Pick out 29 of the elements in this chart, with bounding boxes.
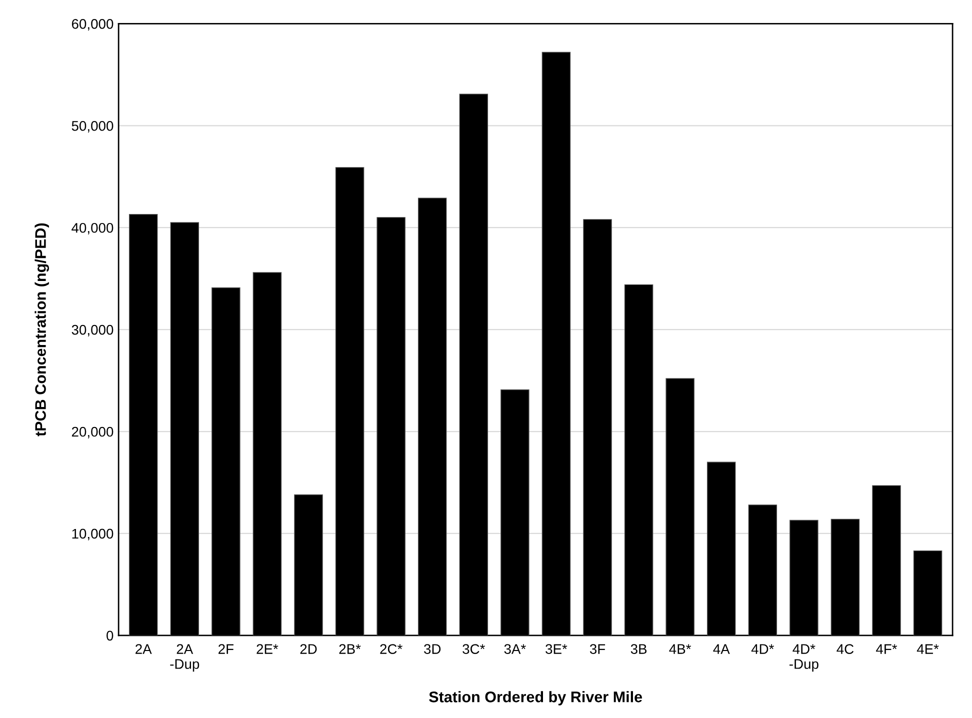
x-tick-label: 4A — [713, 644, 730, 654]
x-tick-label: 2D — [300, 644, 317, 654]
x-tick-label: 3E* — [546, 644, 568, 654]
y-tick-label: 30,000 — [72, 324, 114, 336]
y-tick-label: 50,000 — [72, 120, 114, 132]
y-axis-title: tPCB Concentration (ng/PED) — [34, 223, 50, 436]
x-tick-label: 4E* — [916, 644, 939, 654]
x-tick-label: 4D* — [751, 644, 774, 654]
x-tick-label: 4B* — [669, 644, 692, 654]
y-tick-label: 40,000 — [72, 222, 114, 234]
x-tick-label: 3D — [424, 644, 441, 654]
y-tick-label: 60,000 — [72, 19, 114, 31]
x-tick-label: 3A* — [504, 644, 526, 654]
x-tick-label: 2B* — [339, 644, 361, 654]
y-tick-label: 20,000 — [72, 426, 114, 438]
x-tick-label: 2E* — [256, 644, 278, 654]
x-tick-label: 4F* — [876, 644, 898, 654]
x-tick-label: 4D* -Dup — [789, 644, 818, 672]
x-tick-label: 2C* — [380, 644, 402, 654]
y-tick-label: 0 — [106, 630, 114, 641]
x-tick-label: 3C* — [462, 644, 486, 654]
x-axis-title: Station Ordered by River Mile — [429, 691, 642, 706]
y-tick-label: 10,000 — [72, 528, 114, 540]
x-tick-label: 2A -Dup — [170, 644, 200, 672]
x-tick-label: 3B — [630, 644, 647, 654]
x-tick-label: 2A — [136, 644, 152, 654]
x-tick-label: 2F — [218, 644, 234, 654]
x-tick-label: 3F — [590, 644, 606, 654]
x-tick-label: 4C — [836, 644, 854, 654]
